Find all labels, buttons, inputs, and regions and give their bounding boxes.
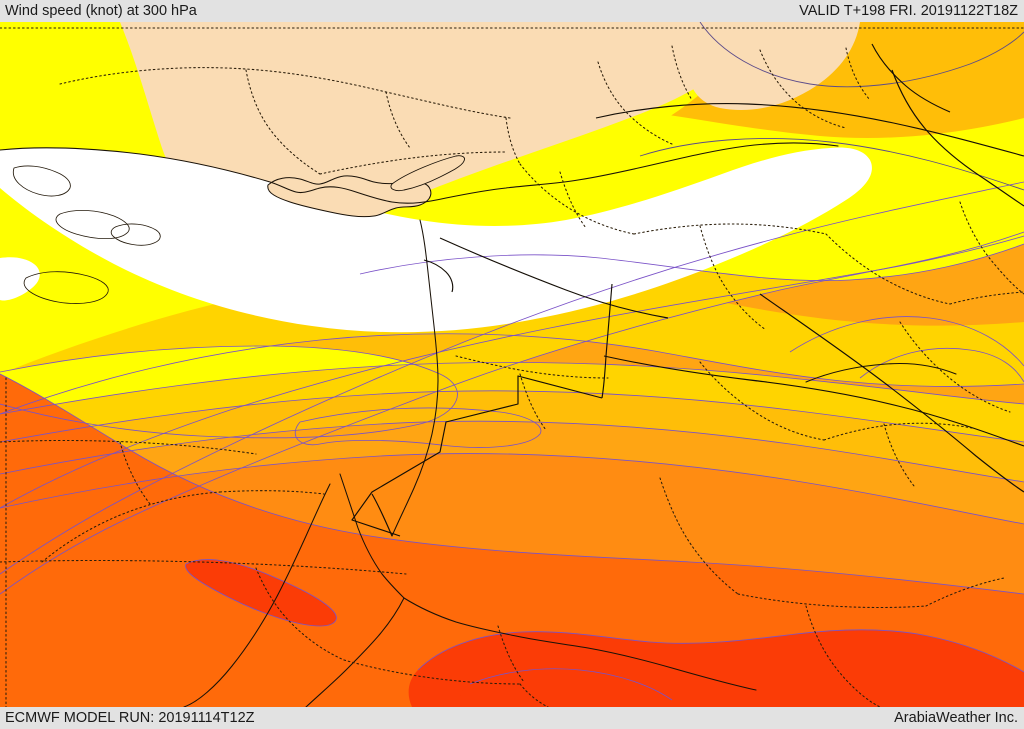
isotach-17-red-south-lobe [469, 668, 673, 701]
isotach-19-mid-right [639, 138, 1024, 191]
admin-gulf-3 [883, 423, 915, 487]
border-iraq-iran [891, 69, 1024, 207]
isotach-2 [0, 420, 1024, 483]
international-borders [351, 43, 1024, 537]
isotach-1 [0, 453, 1024, 525]
coastline-aegean-1 [55, 209, 130, 240]
admin-borders [0, 27, 1024, 707]
isotach-15-red-ellipse [185, 559, 337, 627]
band-white-west [0, 257, 40, 301]
admin-saudi-3 [219, 490, 325, 495]
admin-turkey-3 [319, 151, 507, 175]
border-turkey-syria [595, 103, 1024, 157]
admin-saudi-11 [925, 577, 1005, 607]
provider-label: ArabiaWeather Inc. [894, 710, 1018, 726]
border-egypt-israel [371, 493, 393, 537]
border-mesopotamia [759, 293, 1024, 493]
border-lebanon [423, 259, 454, 293]
admin-saudi-6 [519, 683, 549, 707]
coastlines [0, 142, 957, 707]
wind-speed-contour-map[interactable] [0, 22, 1024, 707]
admin-turkey-4 [385, 91, 411, 149]
border-saudi-iraq-north [603, 355, 1024, 447]
band-peach-east [688, 22, 860, 110]
isotach-16-red-south [417, 629, 1024, 673]
admin-turkey-9 [845, 47, 871, 101]
isotach-10-north [0, 235, 1024, 509]
admin-saudi-7 [497, 625, 525, 683]
isotach-8-jet-axis [0, 333, 1024, 415]
admin-iran-1 [959, 201, 1024, 295]
admin-turkey-7 [671, 45, 693, 101]
isotach-7-jet-core [294, 407, 542, 448]
coastline-gulf [805, 363, 957, 383]
admin-turkey-6 [597, 61, 673, 145]
map-viewport[interactable] [0, 22, 1024, 707]
admin-saudi-2 [41, 491, 221, 563]
model-run-label: ECMWF MODEL RUN: 20191114T12Z [5, 710, 255, 726]
admin-syria-1 [519, 163, 635, 235]
admin-turkey-1 [59, 67, 511, 119]
admin-jordan-2 [519, 373, 547, 431]
isotach-9-tongue [359, 243, 1024, 282]
isotach-4 [0, 362, 1024, 415]
admin-saudi-5 [343, 659, 521, 685]
admin-iraq-2 [825, 233, 951, 305]
admin-saudi-8 [659, 477, 739, 595]
admin-egypt-1 [0, 439, 257, 455]
coastline-redsea-east [305, 597, 405, 707]
admin-saudi-10 [805, 605, 881, 707]
cyprus-panhandle [390, 155, 465, 192]
isotach-12-northeast-outer [0, 231, 1024, 595]
band-red-south-lobe [460, 668, 676, 707]
coastline-crete [23, 271, 109, 304]
border-jordan-saudi [351, 375, 603, 537]
coastline-arabia-southwest [403, 597, 757, 691]
coastline-aegean-2 [110, 223, 161, 246]
admin-gulf-2 [823, 422, 973, 441]
admin-iran-2 [899, 321, 1011, 413]
band-white-mediterranean [0, 147, 872, 333]
admin-jordan-1 [455, 355, 609, 379]
admin-turkey-8 [759, 49, 847, 129]
border-turkey-iran [871, 43, 951, 113]
isotach-11-northeast [0, 181, 1024, 575]
admin-iraq-3 [949, 291, 1024, 305]
page-title: Wind speed (knot) at 300 hPa [5, 3, 197, 19]
admin-turkey-2 [245, 69, 321, 175]
coastline-redsea-west [183, 483, 331, 707]
admin-syria-3 [699, 225, 767, 331]
coastline-turkey-south [0, 142, 839, 204]
admin-iraq-1 [559, 171, 587, 229]
valid-time-label: VALID T+198 FRI. 20191122T18Z [799, 3, 1018, 19]
isotach-5 [0, 373, 1024, 595]
admin-saudi-9 [737, 593, 927, 609]
island-cyprus [267, 175, 432, 218]
admin-egypt-2 [119, 441, 151, 505]
coastline-greek-islands [12, 165, 71, 197]
footer-bar: ECMWF MODEL RUN: 20191114T12Z ArabiaWeat… [0, 707, 1024, 729]
admin-turkey-5 [505, 117, 521, 165]
admin-saudi-1 [0, 559, 407, 575]
band-red-ellipse-west [185, 559, 337, 626]
admin-gulf-1 [699, 361, 825, 441]
coastline-sinai-west [339, 473, 405, 599]
band-orange-south-2 [0, 374, 1024, 707]
isotach-13-ne-lobe [789, 316, 1024, 367]
admin-syria-2 [633, 223, 827, 235]
isotach-14-ne-lobe-inner [859, 347, 1024, 383]
filled-contour-bands [0, 22, 1024, 707]
border-syria-iraq [439, 237, 669, 319]
admin-saudi-4 [255, 567, 345, 661]
header-bar: Wind speed (knot) at 300 hPa VALID T+198… [0, 0, 1024, 22]
isotach-18-top-right [699, 22, 1024, 88]
coastline-levant [391, 219, 439, 537]
